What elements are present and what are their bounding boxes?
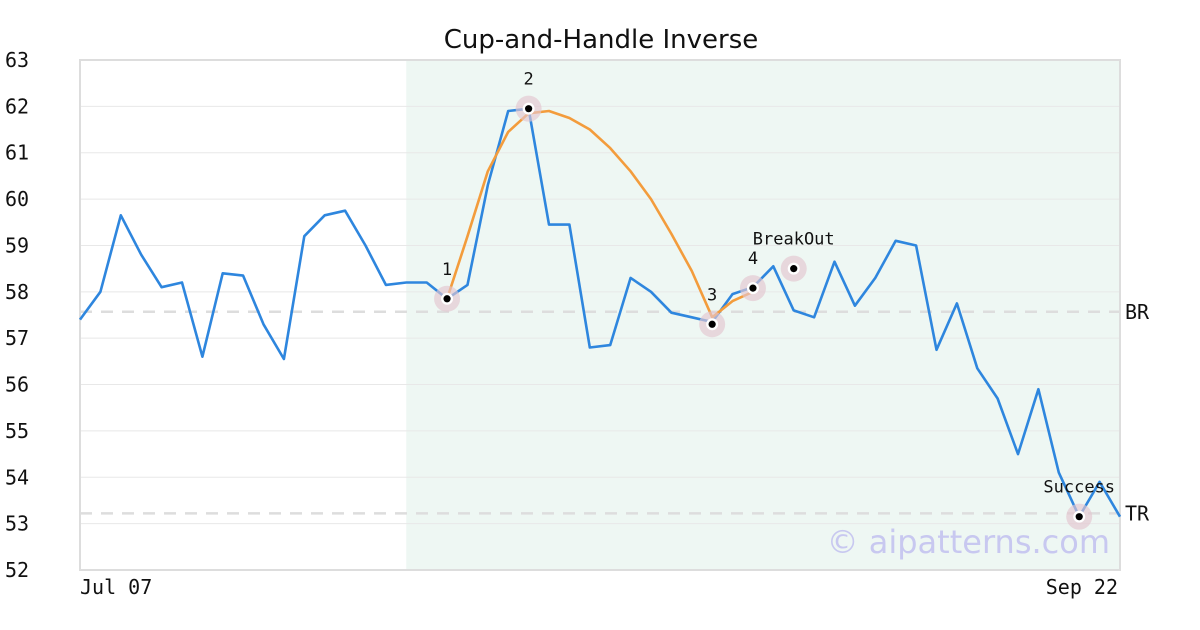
- y-tick-label: 56: [5, 373, 29, 397]
- cup-curve-line: [445, 109, 754, 319]
- x-tick-end: Sep 22: [1046, 575, 1118, 599]
- marker-4: 4: [739, 249, 766, 302]
- level-lines-layer: BR TR: [80, 300, 1150, 525]
- marker-3: 3: [699, 285, 726, 338]
- pattern-region-layer: [406, 60, 1120, 570]
- y-tick-label: 54: [5, 465, 29, 489]
- watermark: © aipatterns.com: [827, 523, 1110, 561]
- y-tick-label: 52: [5, 558, 29, 582]
- level-label-br: BR: [1125, 300, 1150, 324]
- series-layer: [78, 107, 1122, 519]
- marker-dot: [708, 320, 716, 328]
- y-tick-label: 62: [5, 94, 29, 118]
- y-tick-label: 59: [5, 233, 29, 257]
- chart-title: Cup-and-Handle Inverse: [444, 25, 759, 55]
- marker-label: 3: [707, 285, 717, 305]
- marker-label: Success: [1043, 478, 1115, 498]
- pattern-region: [406, 60, 1120, 570]
- marker-label: 2: [524, 70, 534, 90]
- cup-curve-layer: [445, 109, 754, 319]
- y-tick-label: 60: [5, 187, 29, 211]
- marker-success: Success: [1043, 478, 1115, 530]
- marker-dot: [790, 265, 798, 273]
- x-tick-start: Jul 07: [80, 575, 152, 599]
- marker-label: BreakOut: [753, 230, 835, 250]
- y-tick-label: 57: [5, 326, 29, 350]
- y-tick-label: 53: [5, 512, 29, 536]
- marker-label: 4: [748, 249, 758, 269]
- marker-2: 2: [515, 70, 542, 122]
- y-tick-label: 63: [5, 48, 29, 72]
- level-label-tr: TR: [1125, 501, 1150, 525]
- y-axis-ticks: 52 53 54 55 56 57 58 59 60 61 62 63: [5, 48, 29, 582]
- marker-dot: [443, 295, 451, 303]
- grid-layer: [80, 105, 1120, 525]
- y-tick-label: 58: [5, 280, 29, 304]
- marker-dot: [1075, 513, 1083, 521]
- marker-1: 1: [434, 260, 461, 312]
- plot-frame: [79, 59, 1121, 571]
- price-series-line: [78, 107, 1122, 519]
- y-tick-label: 55: [5, 419, 29, 443]
- marker-dot: [749, 284, 757, 292]
- marker-label: 1: [442, 260, 452, 280]
- y-tick-label: 61: [5, 141, 29, 165]
- marker-breakout: BreakOut: [753, 230, 835, 282]
- marker-dot: [525, 105, 533, 113]
